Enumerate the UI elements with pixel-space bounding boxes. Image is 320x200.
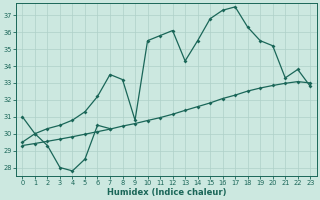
X-axis label: Humidex (Indice chaleur): Humidex (Indice chaleur) bbox=[107, 188, 226, 197]
